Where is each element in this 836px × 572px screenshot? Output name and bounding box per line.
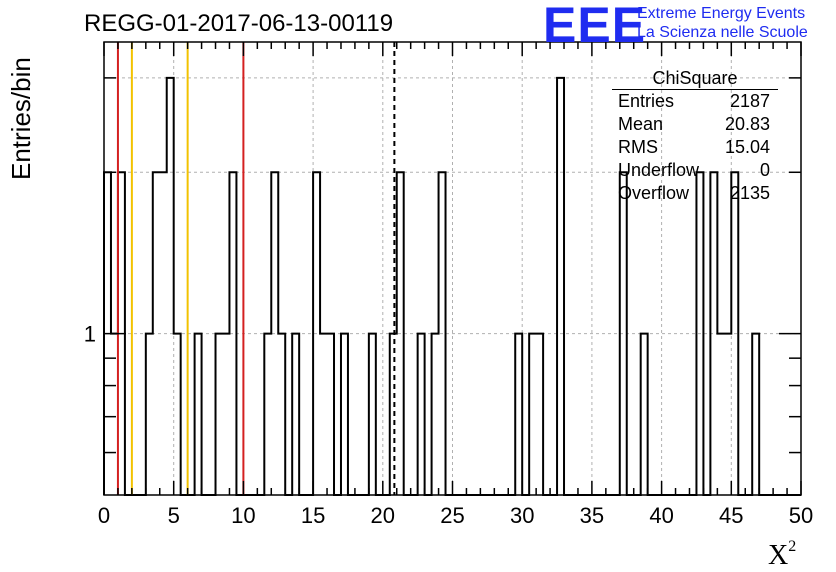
histogram-bin [320,334,327,495]
histogram-bin [292,334,299,495]
stats-value: 2135 [729,183,770,203]
histogram-bin [278,334,285,495]
histogram-bin [369,334,376,495]
y-tick-label: 1 [84,322,96,347]
stats-row-mean: Mean 20.83 [612,113,780,136]
histogram-bin [731,172,738,495]
stats-value: 2187 [729,91,770,111]
histogram-bin [752,334,759,495]
histogram-bin [557,78,564,495]
x-tick-label: 35 [580,503,604,528]
stats-row-overflow: Overflow 2135 [612,182,780,205]
x-tick-label: 25 [440,503,464,528]
histogram-bin [397,172,404,495]
axis-ticks [103,42,802,495]
x-tick-label: 30 [510,503,534,528]
histogram-bin [222,334,229,495]
x-axis-label: X2 [768,538,796,572]
histogram-bin [216,334,223,495]
eee-logo: EEE [543,0,647,53]
x-tick-labels: 0 5 10 15 20 25 30 35 40 45 50 [98,503,813,528]
stats-value: 15.04 [724,137,770,157]
histogram-bin [418,334,425,495]
y-axis-label: Entries/bin [6,57,36,180]
x-tick-label: 10 [231,503,255,528]
histogram-bin [146,334,153,495]
histogram-bin [327,334,334,495]
stats-label: Mean [618,114,664,134]
x-tick-label: 5 [168,503,180,528]
x-tick-label: 0 [98,503,110,528]
histogram-bin [724,334,731,495]
y-tick-labels: 1 [84,322,96,347]
x-tick-label: 20 [371,503,395,528]
histogram-bin [439,172,446,495]
histogram-bin [229,172,236,495]
histogram-bin [313,172,320,495]
logo-line-1: Extreme Energy Events [637,5,806,22]
histogram-bin [710,172,717,495]
stats-row-entries: Entries 2187 [612,90,780,113]
stats-title: ChiSquare [612,67,778,90]
histogram-bin [264,334,271,495]
logo-line-2: La Scienza nelle Scuole [637,24,808,41]
histogram-bin [271,172,278,495]
stats-row-rms: RMS 15.04 [612,136,780,159]
histogram-bin [390,334,397,495]
stats-value: 20.83 [724,114,770,134]
x-tick-label: 50 [789,503,813,528]
marker-lines [116,42,396,495]
histogram-bin [195,334,202,495]
histogram-bin [696,172,703,495]
histogram-bin [620,172,627,495]
stats-label: Overflow [618,183,690,203]
histogram-bin [529,334,536,495]
stats-row-underflow: Underflow 0 [612,159,780,182]
logo-text: Extreme Energy Events La Scienza nelle S… [637,4,808,42]
stats-value: 0 [759,160,770,180]
histogram-bin [153,172,160,495]
x-tick-label: 40 [649,503,673,528]
histogram-bin [341,334,348,495]
stats-label: Entries [618,91,675,111]
histogram-bin [515,334,522,495]
stats-label: RMS [618,137,658,157]
stats-box: ChiSquare Entries 2187 Mean 20.83 RMS 15… [612,67,780,205]
histogram-bin [174,334,181,495]
histogram-bin [536,334,543,495]
histogram-bin [167,78,174,495]
histogram-bin [160,172,167,495]
histogram-bin [641,334,648,495]
x-axis-label-superscript: 2 [788,538,797,555]
histogram-bin [717,334,724,495]
x-tick-label: 15 [301,503,325,528]
chart-title: REGG-01-2017-06-13-00119 [84,10,394,37]
histogram-bin [432,334,439,495]
x-tick-label: 45 [719,503,743,528]
stats-label: Underflow [618,160,700,180]
x-axis-label-base: X [768,540,789,571]
